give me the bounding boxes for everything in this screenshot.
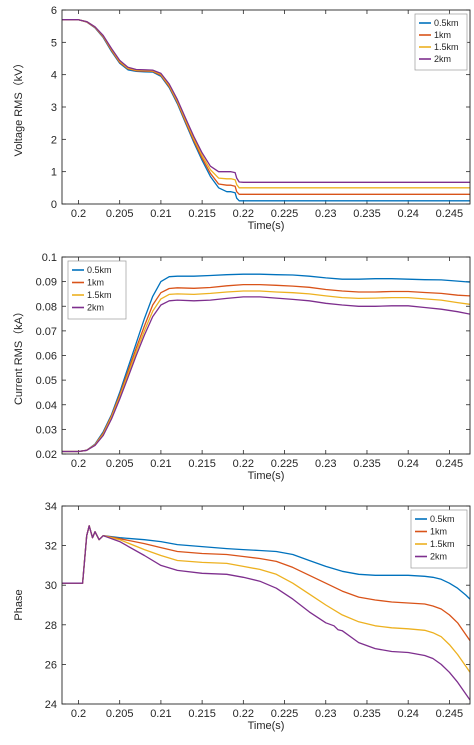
series-line bbox=[62, 296, 470, 453]
legend-label: 2km bbox=[434, 54, 451, 64]
x-tick-label: 0.22 bbox=[233, 458, 254, 470]
legend-label: 0.5km bbox=[87, 265, 112, 275]
x-tick-label: 0.21 bbox=[150, 708, 171, 720]
legend-label: 0.5km bbox=[430, 514, 455, 524]
axes-frame bbox=[61, 505, 471, 705]
y-axis-label: Current RMS（kA） bbox=[12, 306, 25, 405]
x-tick-label: 0.215 bbox=[188, 708, 216, 720]
y-tick-label: 0.1 bbox=[42, 252, 57, 264]
y-tick-label: 0.08 bbox=[36, 301, 57, 313]
y-tick-label: 32 bbox=[45, 541, 57, 553]
x-tick-label: 0.23 bbox=[315, 708, 336, 720]
x-tick-label: 0.215 bbox=[188, 458, 216, 470]
plot-area bbox=[62, 506, 470, 704]
axes-frame bbox=[61, 256, 471, 455]
x-tick-label: 0.225 bbox=[271, 458, 299, 470]
legend-label: 1.5km bbox=[430, 539, 455, 549]
x-tick-label: 0.225 bbox=[271, 708, 299, 720]
x-axis-label: Time(s) bbox=[248, 470, 285, 482]
y-tick-label: 0 bbox=[51, 199, 57, 211]
y-tick-label: 2 bbox=[51, 134, 57, 146]
x-axis-label: Time(s) bbox=[248, 220, 285, 232]
x-tick-label: 0.2 bbox=[71, 708, 86, 720]
legend-label: 2km bbox=[430, 552, 447, 562]
x-tick-label: 0.205 bbox=[106, 208, 134, 220]
x-tick-label: 0.24 bbox=[397, 208, 418, 220]
x-tick-label: 0.22 bbox=[233, 208, 254, 220]
plot-area bbox=[62, 10, 470, 204]
x-tick-label: 0.23 bbox=[315, 208, 336, 220]
y-tick-label: 1 bbox=[51, 167, 57, 179]
legend-label: 2km bbox=[87, 303, 104, 313]
y-tick-label: 6 bbox=[51, 5, 57, 17]
y-tick-label: 0.05 bbox=[36, 375, 57, 387]
y-axis-label: Phase bbox=[13, 589, 25, 620]
series-line bbox=[62, 525, 470, 701]
series-group bbox=[62, 19, 470, 202]
legend-label: 1.5km bbox=[87, 290, 112, 300]
series-line bbox=[62, 19, 470, 183]
x-tick-label: 0.205 bbox=[106, 458, 134, 470]
x-tick-label: 0.24 bbox=[397, 458, 418, 470]
x-tick-label: 0.2 bbox=[71, 208, 86, 220]
y-tick-label: 0.03 bbox=[36, 424, 57, 436]
chart-current: 0.2 0.205 0.21 0.215 0.22 0.225 0.23 0.235 0.24 0… bbox=[12, 252, 471, 482]
legend: 0.5km 1km 1.5km 2km bbox=[410, 509, 468, 569]
y-tick-label: 0.04 bbox=[36, 400, 57, 412]
legend: 0.5km 1km 1.5km 2km bbox=[414, 13, 468, 71]
legend-label: 0.5km bbox=[434, 18, 459, 28]
x-tick-label: 0.2 bbox=[71, 458, 86, 470]
chart-voltage: 0.2 0.205 0.21 0.215 0.22 0.225 0.23 0.235 0.24 0… bbox=[12, 5, 471, 232]
y-tick-label: 26 bbox=[45, 659, 57, 671]
x-tick-label: 0.245 bbox=[436, 708, 464, 720]
legend-label: 1.5km bbox=[434, 42, 459, 52]
y-tick-label: 34 bbox=[45, 501, 57, 513]
series-group bbox=[62, 525, 470, 701]
x-tick-label: 0.235 bbox=[353, 458, 381, 470]
y-tick-label: 3 bbox=[51, 102, 57, 114]
x-tick-label: 0.22 bbox=[233, 708, 254, 720]
y-tick-label: 4 bbox=[51, 70, 57, 82]
y-tick-label: 30 bbox=[45, 580, 57, 592]
x-tick-label: 0.235 bbox=[353, 208, 381, 220]
y-tick-label: 0.09 bbox=[36, 277, 57, 289]
x-tick-label: 0.225 bbox=[271, 208, 299, 220]
axes-frame bbox=[61, 9, 471, 205]
x-tick-label: 0.245 bbox=[436, 458, 464, 470]
y-tick-label: 0.06 bbox=[36, 351, 57, 363]
x-tick-label: 0.235 bbox=[353, 708, 381, 720]
x-tick-label: 0.24 bbox=[397, 708, 418, 720]
x-tick-label: 0.215 bbox=[188, 208, 216, 220]
legend: 0.5km 1km 1.5km 2km bbox=[67, 260, 127, 320]
y-tick-label: 0.02 bbox=[36, 449, 57, 461]
series-line bbox=[62, 290, 470, 453]
legend-label: 1km bbox=[434, 30, 451, 40]
y-tick-label: 5 bbox=[51, 37, 57, 49]
y-tick-label: 0.07 bbox=[36, 326, 57, 338]
legend-label: 1km bbox=[87, 278, 104, 288]
x-tick-label: 0.245 bbox=[436, 208, 464, 220]
x-tick-label: 0.23 bbox=[315, 458, 336, 470]
x-axis-label: Time(s) bbox=[248, 720, 285, 732]
y-axis-label: Voltage RMS（kV） bbox=[12, 57, 25, 156]
x-tick-label: 0.205 bbox=[106, 708, 134, 720]
y-tick-label: 24 bbox=[45, 699, 57, 711]
series-group bbox=[62, 273, 470, 453]
legend-label: 1km bbox=[430, 527, 447, 537]
x-tick-label: 0.21 bbox=[150, 458, 171, 470]
y-tick-label: 28 bbox=[45, 620, 57, 632]
x-tick-label: 0.21 bbox=[150, 208, 171, 220]
chart-phase: 0.2 0.205 0.21 0.215 0.22 0.225 0.23 0.235 0.24 0… bbox=[13, 501, 471, 732]
plot-area bbox=[62, 257, 470, 454]
